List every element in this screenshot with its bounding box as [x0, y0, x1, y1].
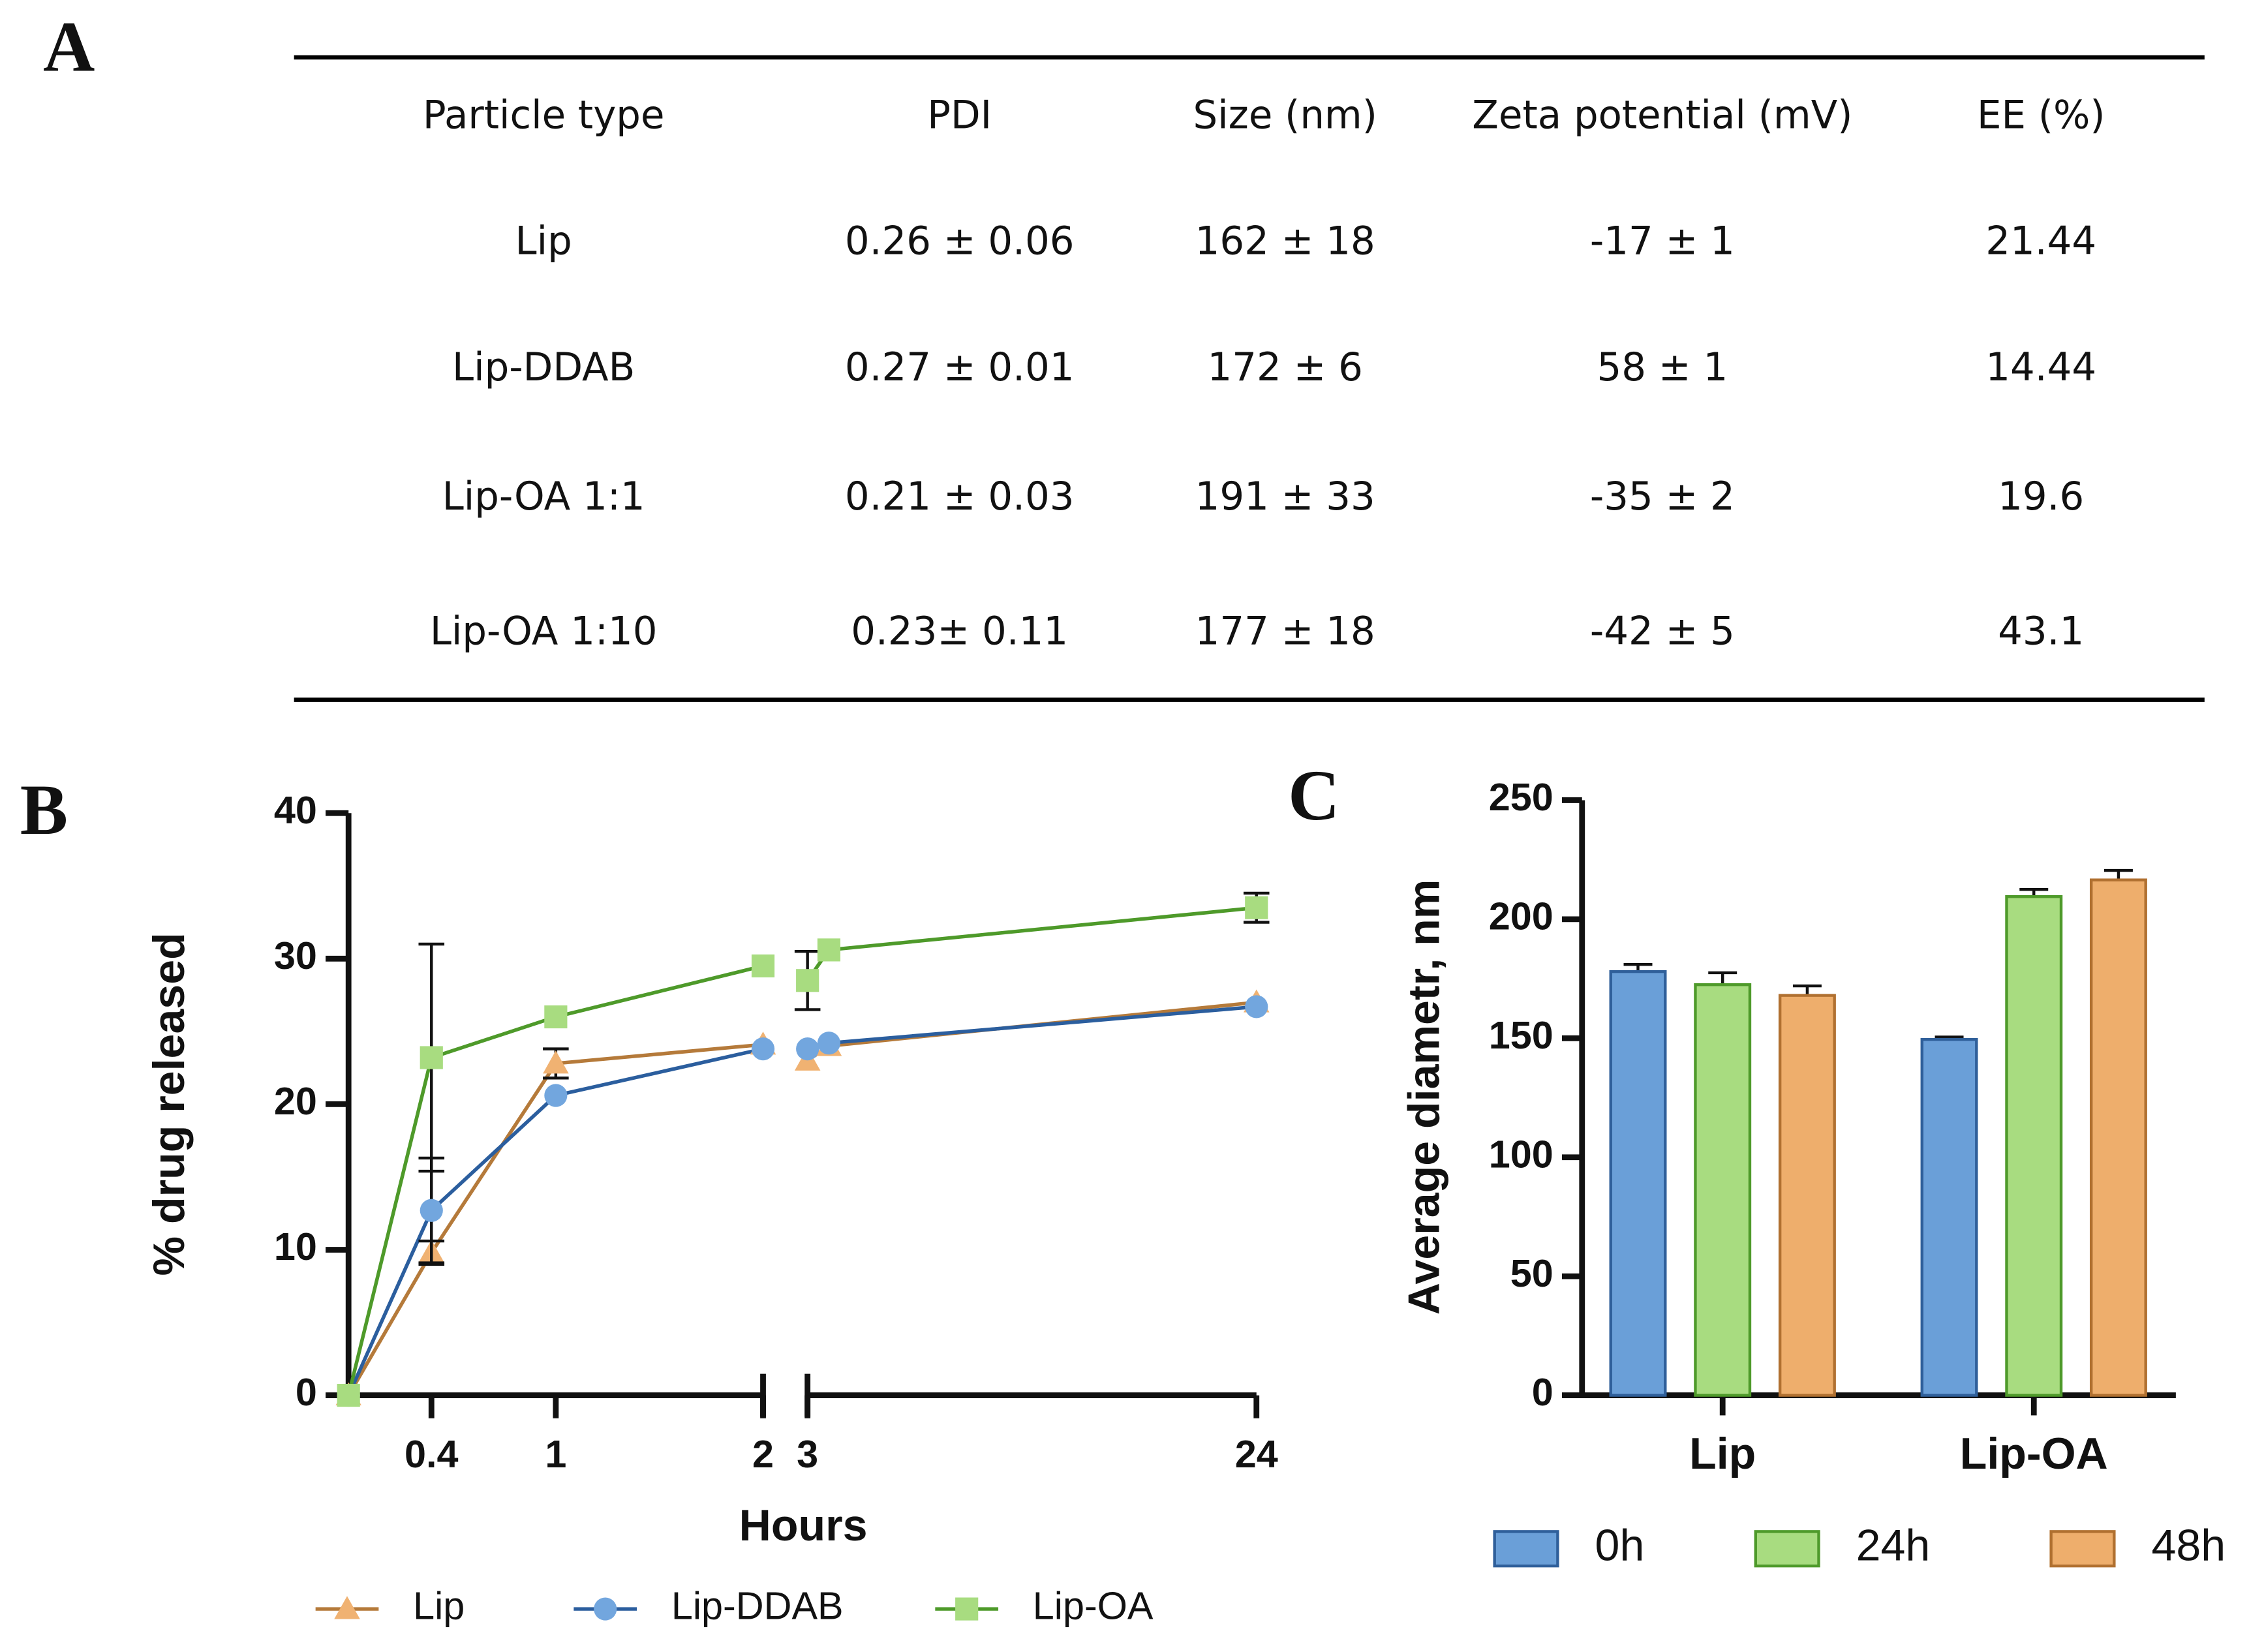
- y-tick-label: 40: [274, 788, 317, 832]
- x-tick-label: Lip: [1689, 1429, 1756, 1478]
- y-axis-label: Average diametr, nm: [1399, 880, 1448, 1315]
- table-cell: -35 ± 2: [1590, 474, 1735, 519]
- table-cell: Lip-DDAB: [452, 344, 635, 390]
- legend-label: 48h: [2152, 1521, 2226, 1570]
- legend-label: 0h: [1595, 1521, 1645, 1570]
- table-cell: 58 ± 1: [1597, 344, 1728, 390]
- marker: [796, 1037, 819, 1061]
- table-cell: Lip: [515, 219, 572, 264]
- column-header: Particle type: [423, 92, 665, 137]
- marker: [543, 1050, 569, 1074]
- marker: [817, 938, 841, 962]
- panel-label: B: [20, 770, 68, 849]
- table-cell: Lip-OA 1:1: [442, 474, 645, 519]
- column-header: PDI: [927, 92, 992, 137]
- legend-marker: [594, 1597, 617, 1621]
- marker: [544, 1005, 568, 1029]
- series-line: [346, 1047, 764, 1396]
- table-cell: 172 ± 6: [1207, 344, 1362, 390]
- y-tick-label: 50: [1510, 1251, 1553, 1295]
- marker: [796, 969, 819, 992]
- bar: [2089, 878, 2147, 1397]
- marker: [337, 1383, 360, 1407]
- marker: [1245, 995, 1268, 1018]
- error-bar: [1792, 984, 1822, 996]
- legend-swatch: [2049, 1530, 2116, 1568]
- y-tick-label: 100: [1489, 1132, 1553, 1176]
- column-header: EE (%): [1977, 92, 2105, 137]
- x-tick-label: 3: [797, 1432, 818, 1476]
- x-tick-label: 24: [1235, 1432, 1278, 1476]
- error-bar: [2104, 868, 2133, 880]
- table-cell: 0.23± 0.11: [851, 609, 1068, 654]
- marker: [420, 1046, 443, 1069]
- legend-label: Lip-OA: [1033, 1584, 1154, 1628]
- table-cell: 19.6: [1998, 474, 2084, 519]
- series-line: [346, 1043, 763, 1396]
- table-cell: 0.26 ± 0.06: [845, 219, 1075, 264]
- legend-label: Lip-DDAB: [671, 1584, 844, 1628]
- legend-swatch: [1493, 1530, 1559, 1568]
- table-cell: 0.27 ± 0.01: [845, 344, 1075, 390]
- bar: [2005, 895, 2063, 1397]
- bar: [1920, 1037, 1978, 1397]
- y-tick-label: 0: [1532, 1370, 1553, 1414]
- series-line: [346, 964, 764, 1396]
- table-cell: Lip-OA 1:10: [430, 609, 658, 654]
- marker: [751, 1037, 775, 1061]
- error-bar: [1708, 971, 1737, 985]
- y-tick-label: 250: [1489, 775, 1553, 819]
- table-cell: -42 ± 5: [1590, 609, 1735, 654]
- table-cell: 14.44: [1985, 344, 2096, 390]
- y-tick-label: 200: [1489, 895, 1553, 938]
- x-axis-label: Hours: [739, 1501, 868, 1550]
- marker: [544, 1084, 568, 1107]
- table-cell: 177 ± 18: [1195, 609, 1375, 654]
- y-tick-label: 10: [274, 1225, 317, 1268]
- column-header: Zeta potential (mV): [1472, 92, 1852, 137]
- x-tick-label: 1: [545, 1432, 566, 1476]
- y-axis-label: % drug released: [144, 932, 194, 1276]
- legend-marker: [334, 1596, 360, 1619]
- legend-swatch: [1754, 1530, 1820, 1568]
- table-cell: 0.21 ± 0.03: [845, 474, 1075, 519]
- marker: [817, 1032, 841, 1055]
- legend-label: Lip: [413, 1584, 465, 1628]
- table-cell: 43.1: [1998, 609, 2084, 654]
- x-tick-label: 2: [752, 1432, 774, 1476]
- bar: [1694, 983, 1752, 1397]
- bar: [1778, 994, 1836, 1397]
- y-tick-label: 30: [274, 934, 317, 977]
- marker: [420, 1199, 443, 1222]
- table-cell: 21.44: [1985, 219, 2096, 264]
- panel-label: C: [1288, 756, 1339, 835]
- table-cell: -17 ± 1: [1590, 219, 1735, 264]
- y-tick-label: 150: [1489, 1013, 1553, 1057]
- x-tick-label: Lip-OA: [1960, 1429, 2108, 1478]
- legend-marker: [955, 1597, 979, 1621]
- x-tick-label: 0.4: [405, 1432, 458, 1476]
- panel-label: A: [43, 7, 95, 87]
- column-header: Size (nm): [1193, 92, 1377, 137]
- legend-label: 24h: [1856, 1521, 1931, 1570]
- y-tick-label: 0: [296, 1370, 317, 1414]
- marker: [751, 954, 775, 978]
- series-line: [806, 906, 1257, 982]
- y-tick-label: 20: [274, 1079, 317, 1123]
- table-cell: 191 ± 33: [1195, 474, 1375, 519]
- marker: [1245, 896, 1268, 919]
- table-cell: 162 ± 18: [1195, 219, 1375, 264]
- bar: [1609, 970, 1667, 1397]
